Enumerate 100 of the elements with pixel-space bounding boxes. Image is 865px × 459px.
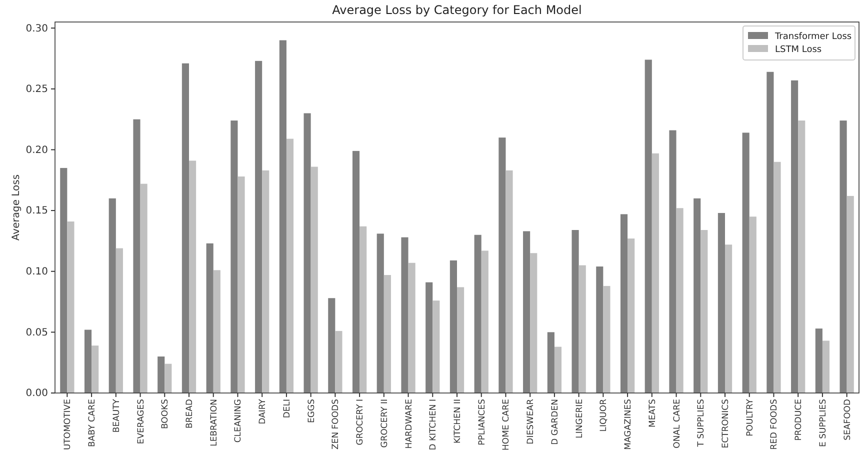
x-tick-label: LINGERIE (574, 399, 585, 438)
x-tick-label: GROCERY II (380, 399, 390, 448)
bar (304, 113, 311, 393)
bar (676, 208, 684, 393)
x-tick-label: EVERAGES (136, 399, 146, 444)
bar (206, 243, 214, 393)
bar (791, 80, 798, 393)
x-tick-label: ZEN FOODS (331, 399, 342, 450)
bar (840, 120, 847, 393)
x-tick-label: BREAD (184, 398, 195, 428)
bar (572, 230, 579, 393)
y-tick-label: 0.30 (26, 23, 48, 34)
y-axis-title: Average Loss (11, 174, 22, 241)
bar (523, 231, 530, 393)
bar (798, 120, 806, 393)
bar (457, 287, 464, 393)
y-tick-label: 0.25 (26, 84, 48, 96)
y-tick-label: 0.10 (26, 266, 48, 278)
bar (158, 356, 165, 393)
bar (352, 150, 360, 393)
bar (742, 132, 750, 393)
x-tick-label: CLEANING (234, 399, 244, 443)
bar (596, 266, 604, 393)
bar (286, 138, 294, 393)
x-tick-label: RED FOODS (770, 399, 780, 450)
bar (603, 286, 610, 393)
bar (694, 198, 701, 393)
bar (547, 332, 554, 393)
x-tick-label: DELI (282, 399, 292, 418)
x-tick-label: EGGS (306, 399, 317, 423)
bar (279, 40, 286, 393)
x-tick-label: BOOKS (160, 399, 171, 430)
bar (384, 275, 391, 393)
bar (408, 262, 416, 393)
bar (230, 120, 238, 393)
legend-label: Transformer Loss (774, 32, 852, 42)
bar (108, 198, 116, 393)
bar (67, 221, 74, 393)
bar (84, 330, 92, 393)
x-tick-label: LEBRATION (209, 399, 220, 446)
y-tick-label: 0.20 (26, 144, 48, 156)
bar (498, 138, 506, 393)
x-tick-label: KITCHEN II (452, 399, 463, 444)
bar (376, 234, 384, 393)
x-tick-label: BEAUTY (112, 398, 122, 433)
bar (335, 330, 342, 393)
bar (774, 162, 781, 393)
bar (328, 298, 336, 393)
bar (262, 170, 270, 393)
bar (644, 60, 652, 393)
bar (749, 216, 756, 393)
x-tick-label: ONAL CARE (672, 399, 682, 448)
bar (164, 364, 172, 393)
bar (60, 168, 68, 393)
bar (238, 176, 245, 393)
x-tick-label: T SUPPLIES (696, 399, 707, 448)
x-tick-label: PRODUCE (794, 399, 804, 441)
x-tick-label: HOME CARE (502, 399, 512, 451)
bar (450, 260, 457, 393)
x-tick-label: MAGAZINES (624, 399, 634, 450)
x-tick-label: UTOMOTIVE (63, 399, 74, 450)
bar (255, 60, 262, 393)
bar (140, 184, 148, 393)
bar (182, 63, 189, 393)
bar (401, 237, 408, 393)
x-tick-label: LIQUOR (599, 398, 610, 432)
bar (718, 212, 725, 393)
x-tick-label: D KITCHEN I (428, 399, 439, 450)
x-tick-label: POULTRY (745, 398, 756, 436)
bar (846, 196, 854, 393)
bar (116, 248, 123, 393)
bar (628, 238, 635, 393)
x-tick-label: E SUPPLIES (818, 399, 828, 447)
bar (554, 346, 562, 393)
bar (700, 230, 708, 393)
bar (426, 282, 433, 393)
bar (822, 340, 830, 393)
x-tick-label: GROCERY I (356, 399, 366, 446)
bar (815, 328, 822, 393)
y-tick-label: 0.05 (26, 327, 48, 338)
bar (474, 234, 482, 393)
bar (432, 300, 440, 393)
bar (189, 160, 196, 393)
bar (578, 265, 586, 393)
x-tick-label: DIESWEAR (526, 398, 536, 444)
x-tick-label: DAIRY (258, 398, 268, 424)
bar (506, 170, 513, 393)
x-tick-label: MEATS (648, 399, 658, 428)
y-tick-label: 0.00 (26, 388, 48, 400)
bar (213, 270, 220, 393)
x-tick-label: SEAFOOD (842, 398, 853, 440)
y-tick-label: 0.15 (26, 206, 48, 217)
bar (766, 72, 774, 393)
chart-title: Average Loss by Category for Each Model (332, 3, 582, 17)
bar (310, 166, 318, 393)
bar (652, 153, 659, 393)
bar (133, 119, 140, 393)
bar (481, 250, 488, 393)
bar (360, 226, 367, 393)
bar (92, 346, 99, 393)
